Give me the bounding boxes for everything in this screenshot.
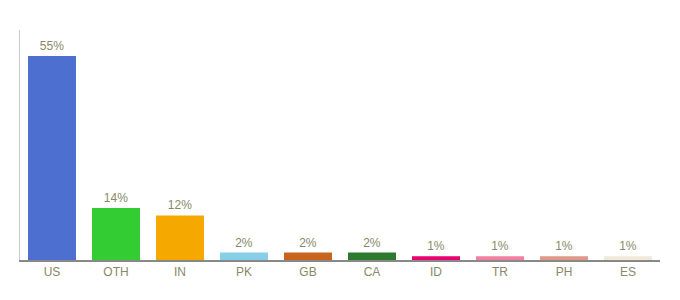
svg-text:OTH: OTH [103,265,128,279]
svg-text:12%: 12% [168,198,192,212]
svg-text:IN: IN [174,265,186,279]
svg-text:55%: 55% [40,39,64,53]
svg-text:1%: 1% [491,239,509,253]
svg-text:2%: 2% [235,236,253,250]
svg-text:1%: 1% [427,239,445,253]
svg-text:14%: 14% [104,191,128,205]
svg-text:1%: 1% [555,239,573,253]
svg-text:CA: CA [364,265,381,279]
svg-text:GB: GB [299,265,316,279]
svg-text:ID: ID [430,265,442,279]
svg-text:2%: 2% [363,236,381,250]
svg-text:TR: TR [492,265,508,279]
svg-text:1%: 1% [619,239,637,253]
svg-text:US: US [44,265,61,279]
svg-text:2%: 2% [299,236,317,250]
svg-text:ES: ES [620,265,636,279]
svg-text:PK: PK [236,265,252,279]
svg-text:PH: PH [556,265,573,279]
